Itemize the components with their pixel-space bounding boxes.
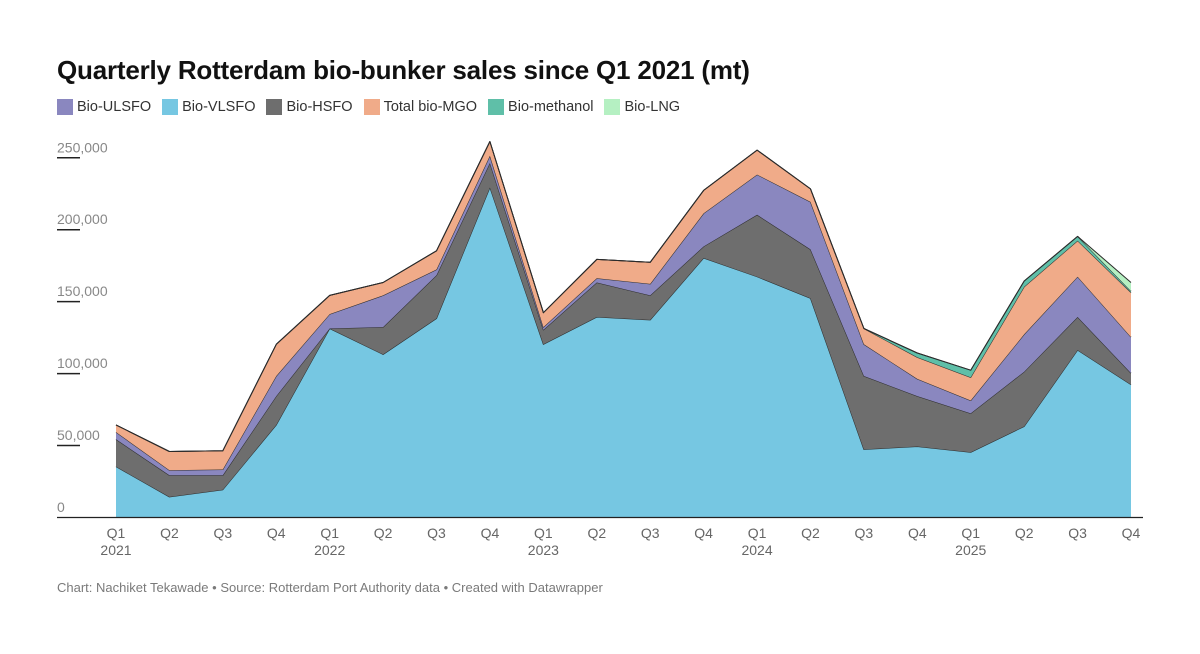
x-tick-label: Q3 <box>427 525 446 541</box>
chart-title: Quarterly Rotterdam bio-bunker sales sin… <box>57 55 750 85</box>
x-tick-label: Q1 <box>107 525 126 541</box>
x-tick-label: Q1 <box>748 525 767 541</box>
x-tick-label: Q4 <box>267 525 286 541</box>
y-axis: 0 50,000 100,000 150,000 200,000 250,000 <box>57 139 108 515</box>
x-tick-label: Q1 <box>320 525 339 541</box>
x-tick-label: Q1 <box>961 525 980 541</box>
x-tick-label: Q3 <box>213 525 232 541</box>
legend-item-bio-lng: Bio-LNG <box>604 99 680 115</box>
footer-separator: • <box>443 580 452 595</box>
legend-item-total-bio-mgo: Total bio-MGO <box>363 99 478 115</box>
x-tick-label: Q2 <box>1015 525 1034 541</box>
legend-swatch <box>57 99 73 115</box>
legend-label: Bio-HSFO <box>286 99 353 115</box>
x-tick-label: Q4 <box>1122 525 1141 541</box>
footer-source: Source: Rotterdam Port Authority data <box>220 580 440 595</box>
x-tick-label: Q3 <box>641 525 660 541</box>
y-tick-label: 250,000 <box>57 139 108 155</box>
x-tick-label: Q2 <box>374 525 393 541</box>
area-outline-bio-lng <box>115 141 1132 452</box>
x-tick-year: 2024 <box>741 542 772 558</box>
footer-separator: • <box>212 580 221 595</box>
area-bio-vlsfo[interactable] <box>116 187 1131 518</box>
x-tick-label: Q3 <box>855 525 874 541</box>
x-tick-label: Q2 <box>587 525 606 541</box>
legend-swatch <box>363 99 380 115</box>
x-tick-year: 2021 <box>100 542 131 558</box>
legend-item-bio-hsfo: Bio-HSFO <box>266 99 353 115</box>
legend-swatch <box>488 99 505 115</box>
area-bio-hsfo[interactable] <box>116 163 1131 497</box>
area-outline-bio-hsfo <box>115 162 1132 476</box>
x-tick-label: Q4 <box>694 525 713 541</box>
legend-swatch <box>162 99 179 115</box>
legend-item-bio-methanol: Bio-methanol <box>488 99 593 115</box>
area-outline-bio-vlsfo <box>115 187 1132 498</box>
y-tick-label: 0 <box>57 499 65 515</box>
footer-credit: Chart: Nachiket Tekawade <box>57 580 209 595</box>
legend-label: Bio-ULSFO <box>77 99 152 115</box>
x-tick-label: Q4 <box>908 525 927 541</box>
legend-label: Bio-VLSFO <box>182 99 256 115</box>
x-tick-label: Q1 <box>534 525 553 541</box>
footer: Chart: Nachiket Tekawade • Source: Rotte… <box>57 580 603 595</box>
x-tick-label: Q2 <box>160 525 179 541</box>
legend: Bio-ULSFO Bio-VLSFO Bio-HSFO Total bio-MGO B… <box>57 99 691 115</box>
legend-swatch <box>266 99 283 115</box>
x-tick-year: 2023 <box>528 542 559 558</box>
legend-label: Bio-LNG <box>624 99 681 115</box>
y-tick-label: 50,000 <box>57 427 100 443</box>
footer-tool: Created with Datawrapper <box>451 580 603 595</box>
legend-swatch <box>604 99 621 115</box>
x-tick-label: Q2 <box>801 525 820 541</box>
x-tick-label: Q4 <box>481 525 500 541</box>
x-tick-year: 2025 <box>955 542 986 558</box>
area-layer <box>115 141 1132 518</box>
y-tick-label: 100,000 <box>57 355 108 371</box>
legend-label: Bio-methanol <box>508 99 594 115</box>
y-tick-label: 150,000 <box>57 283 108 299</box>
x-tick-label: Q3 <box>1068 525 1087 541</box>
y-tick-label: 200,000 <box>57 211 108 227</box>
legend-item-bio-ulsfo: Bio-ULSFO <box>57 99 151 115</box>
x-tick-year: 2022 <box>314 542 345 558</box>
legend-item-bio-vlsfo: Bio-VLSFO <box>162 99 255 115</box>
legend-label: Total bio-MGO <box>383 99 478 115</box>
